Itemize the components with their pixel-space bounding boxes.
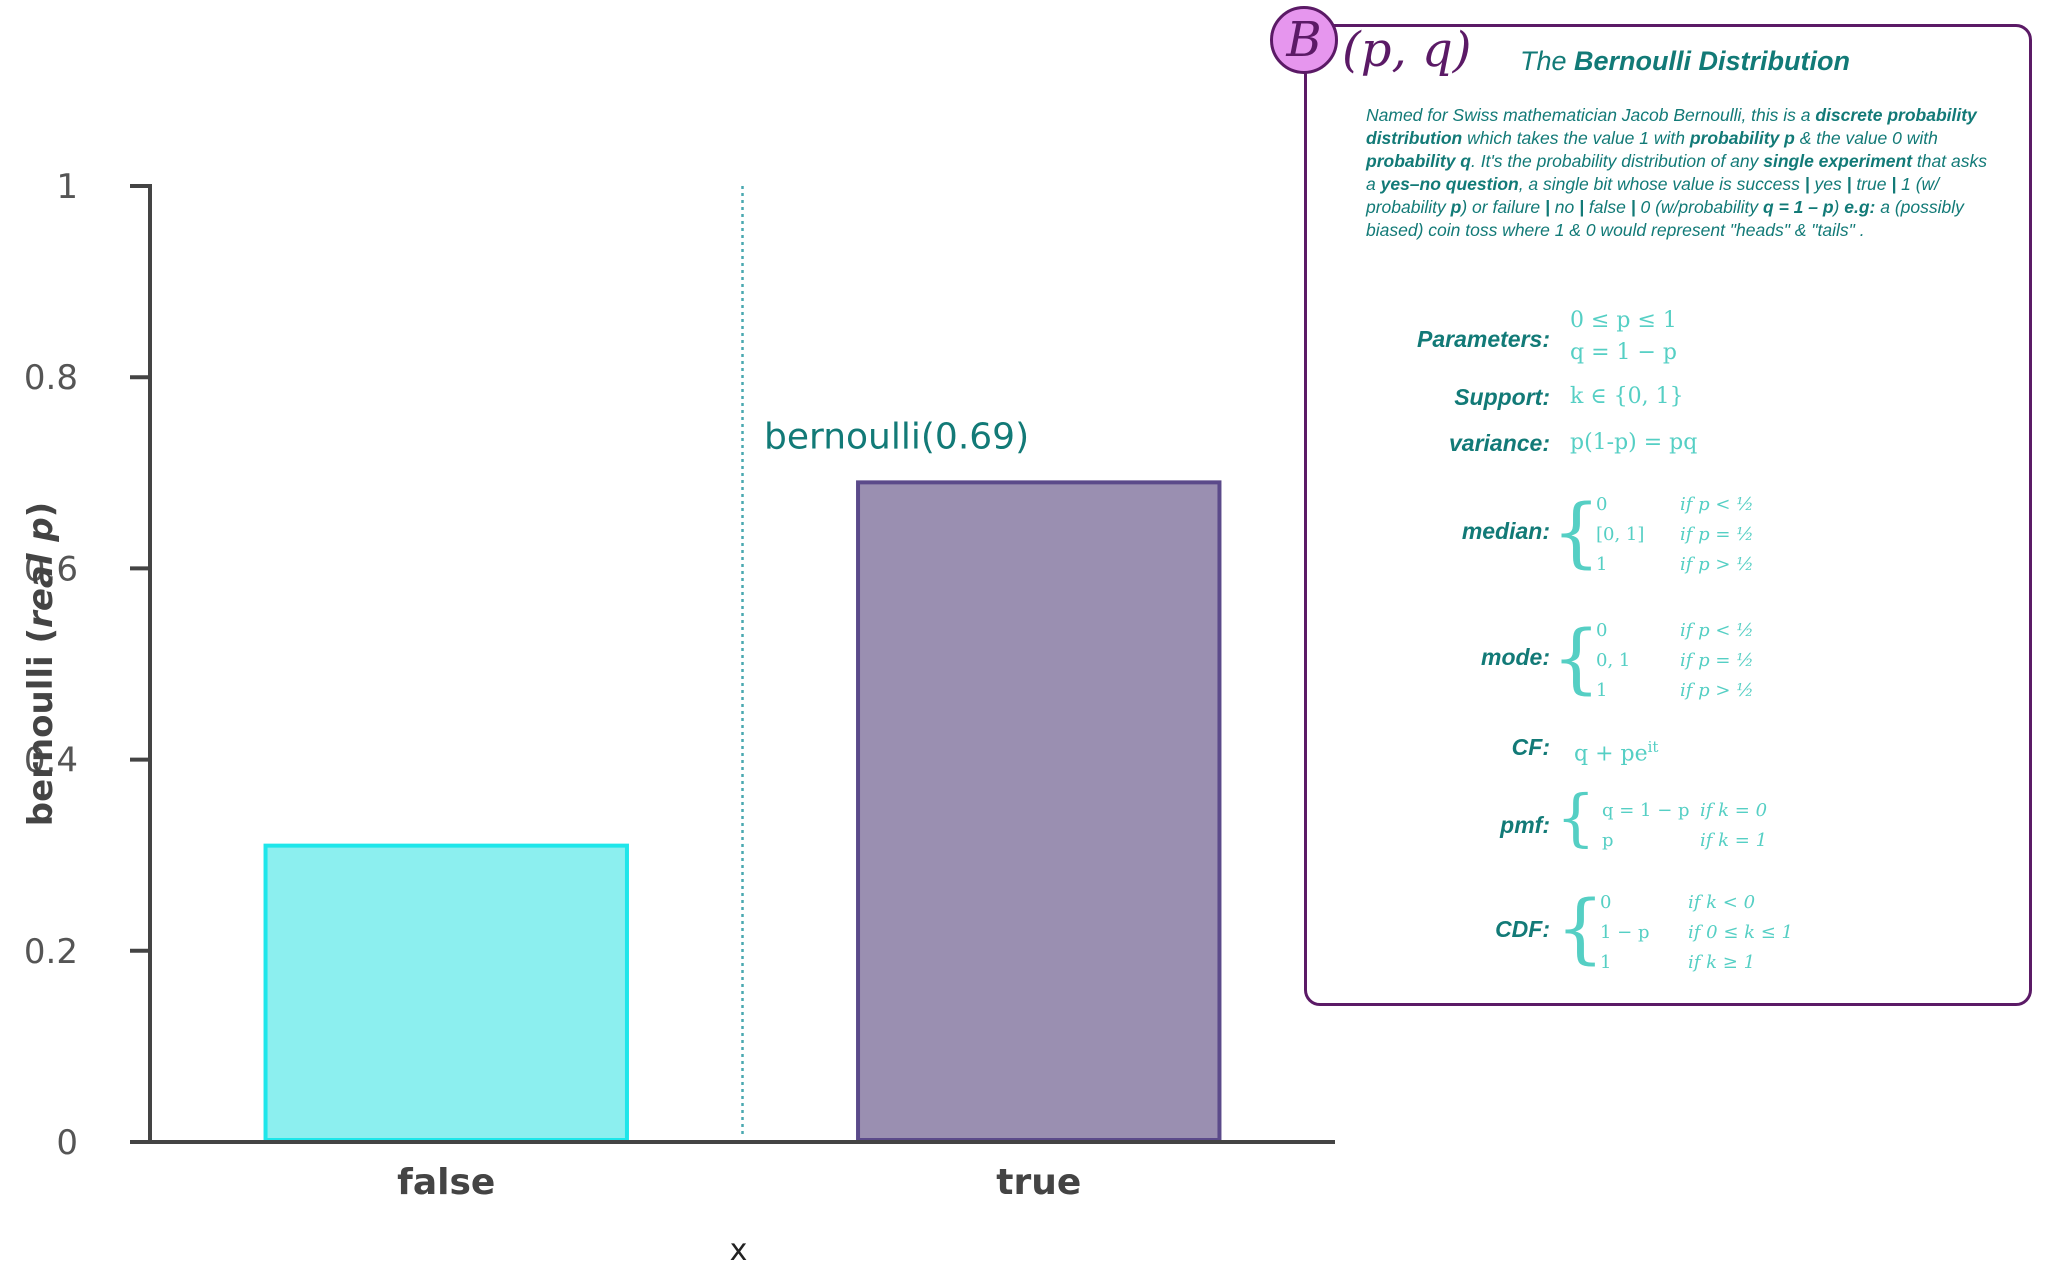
variance-label: variance:: [1370, 430, 1550, 457]
bar-annotation: bernoulli(0.69): [764, 416, 1029, 457]
case-value: 1 − p: [1600, 918, 1688, 948]
case-condition: if k ≥ 1: [1688, 948, 1755, 978]
case-value: 0: [1600, 888, 1688, 918]
y-axis-title: bernoulli (real p): [21, 502, 61, 826]
card-description: Named for Swiss mathematician Jacob Bern…: [1366, 104, 1998, 242]
case-row: 0 if p < ½: [1596, 616, 1754, 646]
case-value: q = 1 − p: [1602, 796, 1700, 826]
support-value: k ∈ {0, 1}: [1570, 382, 1684, 412]
cf-value: q + peit: [1574, 732, 1658, 769]
case-condition: if k < 0: [1688, 888, 1755, 918]
case-condition: if p = ½: [1680, 646, 1754, 676]
case-condition: if p < ½: [1680, 490, 1754, 520]
case-condition: if k = 1: [1700, 826, 1767, 856]
variance-value: p(1-p) = pq: [1570, 428, 1697, 458]
y-tick-label: 0.2: [24, 932, 78, 972]
case-condition: if p > ½: [1680, 676, 1754, 706]
median-label: median:: [1370, 518, 1550, 545]
median-cases: 0 if p < ½ [0, 1] if p = ½ 1 if p > ½: [1596, 490, 1754, 580]
median-brace: {: [1552, 494, 1600, 570]
cf-exponent: it: [1648, 738, 1659, 756]
case-row: 0 if p < ½: [1596, 490, 1754, 520]
case-row: p if k = 1: [1602, 826, 1767, 856]
case-condition: if p > ½: [1680, 550, 1754, 580]
case-row: 1 − p if 0 ≤ k ≤ 1: [1600, 918, 1793, 948]
case-row: 1 if p > ½: [1596, 550, 1754, 580]
card-heading-prefix: The: [1520, 46, 1574, 76]
case-value: 0: [1596, 616, 1680, 646]
case-value: [0, 1]: [1596, 520, 1680, 550]
case-row: 1 if k ≥ 1: [1600, 948, 1793, 978]
bar-false: [266, 846, 627, 1140]
pmf-cases: q = 1 − p if k = 0 p if k = 1: [1602, 796, 1767, 856]
cf-expression: q + pe: [1574, 741, 1648, 766]
case-value: p: [1602, 826, 1700, 856]
y-tick-label: 0.8: [24, 358, 78, 398]
cdf-brace: {: [1556, 890, 1604, 966]
mode-label: mode:: [1370, 644, 1550, 671]
case-row: q = 1 − p if k = 0: [1602, 796, 1767, 826]
case-row: 0, 1 if p = ½: [1596, 646, 1754, 676]
case-row: 0 if k < 0: [1600, 888, 1793, 918]
cf-label: CF:: [1370, 734, 1550, 761]
x-category-label: false: [397, 1162, 495, 1203]
category-labels: false true: [397, 1162, 1081, 1203]
case-value: 0, 1: [1596, 646, 1680, 676]
case-condition: if p < ½: [1680, 616, 1754, 646]
case-condition: if 0 ≤ k ≤ 1: [1688, 918, 1793, 948]
support-label: Support:: [1370, 384, 1550, 411]
parameters-value-2: q = 1 − p: [1570, 338, 1677, 368]
parameters-label: Parameters:: [1370, 326, 1550, 353]
cdf-label: CDF:: [1370, 916, 1550, 943]
y-tick-label: 0: [56, 1123, 78, 1163]
distribution-badge: B: [1270, 6, 1338, 74]
case-value: 1: [1596, 676, 1680, 706]
case-value: 0: [1596, 490, 1680, 520]
mode-brace: {: [1552, 620, 1600, 696]
bar-true: [858, 482, 1219, 1140]
case-condition: if p = ½: [1680, 520, 1754, 550]
case-row: 1 if p > ½: [1596, 676, 1754, 706]
mode-cases: 0 if p < ½ 0, 1 if p = ½ 1 if p > ½: [1596, 616, 1754, 706]
y-tick-label: 1: [56, 167, 78, 207]
bar-chart: 00.20.40.60.81 false true bernoulli (real…: [0, 0, 1340, 1264]
distribution-notation: (p, q): [1342, 22, 1471, 78]
case-value: 1: [1600, 948, 1688, 978]
pmf-brace: {: [1556, 780, 1595, 856]
x-axis-title: x: [730, 1233, 748, 1264]
card-heading: The Bernoulli Distribution: [1520, 46, 1850, 77]
case-value: 1: [1596, 550, 1680, 580]
parameters-value-1: 0 ≤ p ≤ 1: [1570, 306, 1677, 336]
case-condition: if k = 0: [1700, 796, 1767, 826]
card-heading-title: Bernoulli Distribution: [1574, 46, 1850, 76]
case-row: [0, 1] if p = ½: [1596, 520, 1754, 550]
x-category-label: true: [996, 1162, 1081, 1203]
pmf-label: pmf:: [1370, 812, 1550, 839]
